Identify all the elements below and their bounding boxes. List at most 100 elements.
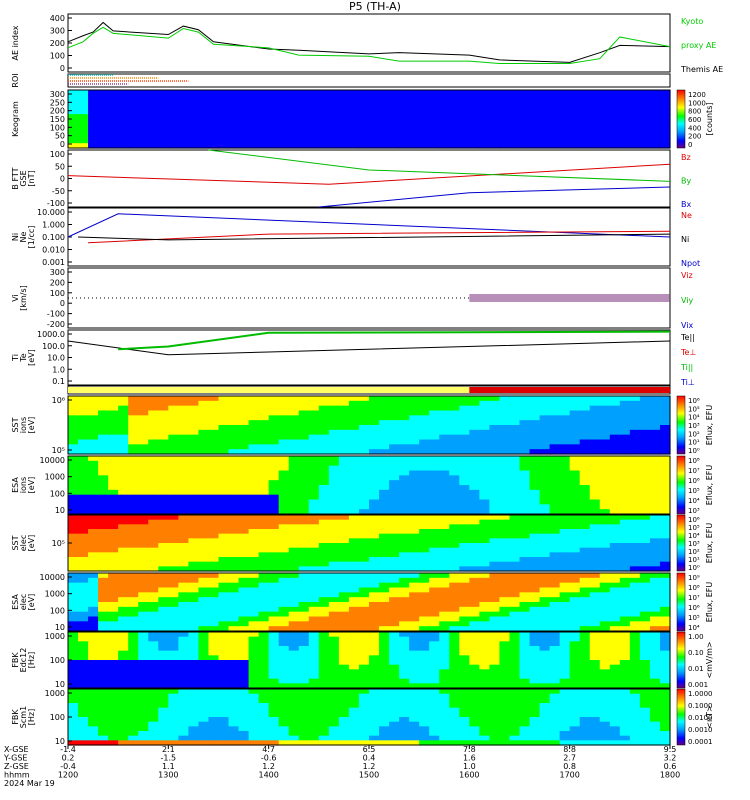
spectrogram-cell — [288, 499, 300, 505]
spectrogram-cell — [348, 480, 360, 486]
spectrogram-cell — [258, 90, 270, 96]
spectrogram-cell — [138, 138, 149, 144]
spectrogram-cell — [499, 524, 511, 530]
spectrogram-cell — [539, 529, 551, 535]
spectrogram-cell — [469, 420, 480, 426]
spectrogram-cell — [158, 712, 169, 718]
spectrogram-cell — [579, 465, 591, 472]
spectrogram-cell — [88, 99, 99, 106]
spectrogram-cell — [539, 114, 551, 120]
spectrogram-cell — [509, 489, 521, 496]
spectrogram-cell — [178, 650, 189, 656]
spectrogram-cell — [409, 485, 420, 491]
spectrogram-cell — [479, 456, 490, 462]
spectrogram-cell — [248, 519, 260, 525]
spectrogram-cell — [248, 94, 260, 101]
spectrogram-cell — [338, 420, 350, 426]
spectrogram-cell — [619, 611, 631, 618]
spectrogram-cell — [308, 543, 320, 549]
spectrogram-cell — [459, 646, 470, 652]
spectrogram-cell — [419, 489, 430, 496]
spectrogram-cell — [68, 410, 79, 416]
spectrogram-cell — [579, 489, 591, 496]
spectrogram-cell — [198, 94, 210, 101]
spectrogram-cell — [589, 557, 601, 563]
spectrogram-cell — [579, 626, 591, 632]
spectrogram-cell — [238, 566, 250, 572]
spectrogram-cell — [459, 485, 470, 491]
spectrogram-cell — [509, 114, 521, 120]
spectrogram-cell — [469, 460, 480, 467]
spectrogram-cell — [559, 538, 571, 544]
spectrogram-cell — [409, 480, 420, 486]
spectrogram-cell — [369, 646, 380, 652]
spectrogram-cell — [419, 611, 430, 618]
spectrogram-cell — [208, 538, 220, 544]
spectrogram-cell — [469, 485, 480, 491]
spectrogram-cell — [379, 707, 390, 713]
spectrogram-cell — [278, 597, 290, 603]
spectrogram-cell — [328, 494, 340, 501]
spectrogram-cell — [188, 721, 200, 727]
spectrogram-cell — [409, 533, 420, 539]
spectrogram-cell — [108, 524, 119, 530]
spectrogram-cell — [238, 504, 250, 510]
spectrogram-cell — [549, 655, 561, 661]
spectrogram-cell — [258, 396, 270, 402]
spectrogram-cell — [148, 698, 159, 704]
spectrogram-cell — [148, 400, 159, 407]
spectrogram-cell — [228, 456, 240, 462]
spectrogram-cell — [519, 114, 531, 120]
spectrogram-cell — [228, 439, 240, 445]
spectrogram-cell — [278, 444, 290, 450]
spectrogram-cell — [649, 606, 661, 613]
spectrogram-cell — [429, 636, 440, 642]
spectrogram-cell — [68, 128, 79, 135]
spectrogram-cell — [529, 480, 541, 486]
spectrogram-cell — [168, 504, 179, 510]
spectrogram-cell — [509, 420, 521, 426]
spectrogram-cell — [118, 698, 129, 704]
spectrogram-cell — [98, 707, 109, 713]
spectrogram-cell — [579, 524, 591, 530]
spectrogram-cell — [338, 434, 350, 441]
spectrogram-cell — [519, 504, 531, 510]
spectrogram-cell — [589, 626, 601, 632]
spectrogram-cell — [148, 573, 159, 579]
spectrogram-cell — [519, 434, 531, 441]
spectrogram-cell — [539, 519, 551, 525]
spectrogram-cell — [579, 114, 591, 120]
spectrogram-cell — [178, 577, 189, 584]
spectrogram-cell — [148, 740, 159, 746]
spectrogram-cell — [358, 587, 370, 593]
spectrogram-cell — [539, 674, 551, 680]
spectrogram-cell — [609, 415, 621, 421]
spectrogram-cell — [459, 456, 470, 462]
spectrogram-cell — [118, 128, 129, 135]
spectrogram-cell — [138, 597, 149, 603]
spectrogram-cell — [268, 582, 280, 589]
spectrogram-cell — [218, 616, 230, 622]
spectrogram-cell — [389, 616, 400, 622]
spectrogram-cell — [399, 561, 410, 567]
spectrogram-cell — [569, 109, 581, 115]
spectrogram-cell — [589, 465, 601, 472]
spectrogram-cell — [649, 410, 661, 416]
spectrogram-cell — [238, 577, 250, 584]
spectrogram-cell — [198, 396, 210, 402]
spectrogram-cell — [178, 538, 189, 544]
spectrogram-cell — [188, 655, 200, 661]
spectrogram-cell — [409, 475, 420, 481]
spectrogram-cell — [198, 597, 210, 603]
spectrogram-cell — [519, 674, 531, 680]
spectrogram-cell — [429, 689, 440, 695]
spectrogram-cell — [429, 429, 440, 436]
spectrogram-cell — [178, 731, 189, 737]
spectrogram-cell — [118, 636, 129, 642]
spectrogram-cell — [559, 143, 571, 149]
spectrogram-cell — [278, 475, 290, 481]
spectrogram-cell — [559, 429, 571, 436]
spectrogram-cell — [659, 621, 671, 627]
spectrogram-cell — [118, 561, 129, 567]
spectrogram-cell — [118, 566, 129, 572]
